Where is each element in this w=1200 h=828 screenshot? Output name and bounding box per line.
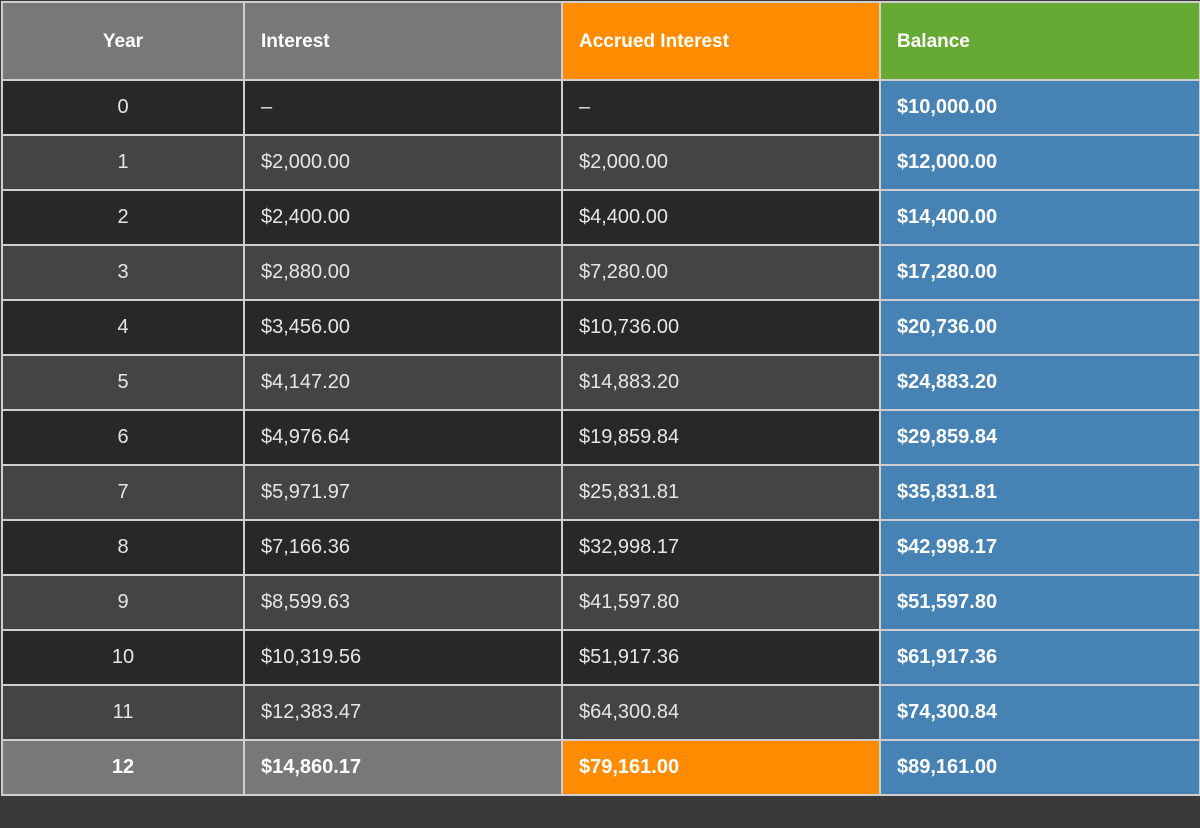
table-row: 3 $2,880.00 $7,280.00 $17,280.00 <box>1 244 1200 301</box>
interest-table: Year Interest Accrued Interest Balance 0… <box>1 1 1200 796</box>
cell-accrued-interest: $51,917.36 <box>561 629 881 686</box>
table-row: 0– – $10,000.00 <box>1 79 1200 136</box>
cell-year: 9 <box>1 574 245 631</box>
header-year: Year <box>1 1 245 81</box>
cell-balance: $20,736.00 <box>879 299 1200 356</box>
cell-accrued-interest: $10,736.00 <box>561 299 881 356</box>
table-row: 5 $4,147.20 $14,883.20 $24,883.20 <box>1 354 1200 411</box>
cell-interest: $2,400.00 <box>243 189 563 246</box>
table-row: 8 $7,166.36 $32,998.17 $42,998.17 <box>1 519 1200 576</box>
cell-balance: $14,400.00 <box>879 189 1200 246</box>
table-row: 1 $2,000.00 $2,000.00 $12,000.00 <box>1 134 1200 191</box>
cell-interest: $3,456.00 <box>243 299 563 356</box>
cell-balance: $61,917.36 <box>879 629 1200 686</box>
cell-accrued-interest: $32,998.17 <box>561 519 881 576</box>
cell-balance: $12,000.00 <box>879 134 1200 191</box>
total-interest: $14,860.17 <box>243 739 563 796</box>
cell-year: 7 <box>1 464 245 521</box>
cell-interest: $2,000.00 <box>243 134 563 191</box>
cell-interest: $12,383.47 <box>243 684 563 741</box>
cell-year: 10 <box>1 629 245 686</box>
cell-balance: $42,998.17 <box>879 519 1200 576</box>
table-row: 10 $10,319.56 $51,917.36 $61,917.36 <box>1 629 1200 686</box>
header-interest: Interest <box>243 1 563 81</box>
table-row: 7 $5,971.97 $25,831.81 $35,831.81 <box>1 464 1200 521</box>
table-row: 11 $12,383.47 $64,300.84 $74,300.84 <box>1 684 1200 741</box>
cell-year: 11 <box>1 684 245 741</box>
cell-balance: $17,280.00 <box>879 244 1200 301</box>
cell-year: 6 <box>1 409 245 466</box>
total-row: 12 $14,860.17 $79,161.00 $89,161.00 <box>1 739 1200 796</box>
cell-year: 2 <box>1 189 245 246</box>
cell-balance: $51,597.80 <box>879 574 1200 631</box>
cell-accrued-interest: $7,280.00 <box>561 244 881 301</box>
cell-balance: $24,883.20 <box>879 354 1200 411</box>
cell-interest: $2,880.00 <box>243 244 563 301</box>
cell-balance: $74,300.84 <box>879 684 1200 741</box>
cell-accrued-interest: $14,883.20 <box>561 354 881 411</box>
cell-accrued-interest: – <box>561 79 881 136</box>
cell-accrued-interest: $2,000.00 <box>561 134 881 191</box>
cell-balance: $29,859.84 <box>879 409 1200 466</box>
header-accrued-interest: Accrued Interest <box>561 1 881 81</box>
cell-accrued-interest: $64,300.84 <box>561 684 881 741</box>
header-balance: Balance <box>879 1 1200 81</box>
total-balance: $89,161.00 <box>879 739 1200 796</box>
cell-interest: $10,319.56 <box>243 629 563 686</box>
total-year: 12 <box>1 739 245 796</box>
cell-accrued-interest: $4,400.00 <box>561 189 881 246</box>
cell-interest: $7,166.36 <box>243 519 563 576</box>
cell-accrued-interest: $19,859.84 <box>561 409 881 466</box>
table-row: 9 $8,599.63 $41,597.80 $51,597.80 <box>1 574 1200 631</box>
cell-accrued-interest: $25,831.81 <box>561 464 881 521</box>
cell-year: 3 <box>1 244 245 301</box>
table-row: 6 $4,976.64 $19,859.84 $29,859.84 <box>1 409 1200 466</box>
table-row: 2 $2,400.00 $4,400.00 $14,400.00 <box>1 189 1200 246</box>
cell-interest: $4,976.64 <box>243 409 563 466</box>
cell-year: 4 <box>1 299 245 356</box>
cell-balance: $10,000.00 <box>879 79 1200 136</box>
cell-year: 0 <box>1 79 245 136</box>
cell-year: 1 <box>1 134 245 191</box>
cell-interest: – <box>243 79 563 136</box>
cell-balance: $35,831.81 <box>879 464 1200 521</box>
cell-year: 8 <box>1 519 245 576</box>
total-accrued-interest: $79,161.00 <box>561 739 881 796</box>
header-row: Year Interest Accrued Interest Balance <box>1 1 1200 81</box>
cell-year: 5 <box>1 354 245 411</box>
table-row: 4 $3,456.00 $10,736.00 $20,736.00 <box>1 299 1200 356</box>
cell-interest: $4,147.20 <box>243 354 563 411</box>
cell-accrued-interest: $41,597.80 <box>561 574 881 631</box>
cell-interest: $5,971.97 <box>243 464 563 521</box>
cell-interest: $8,599.63 <box>243 574 563 631</box>
